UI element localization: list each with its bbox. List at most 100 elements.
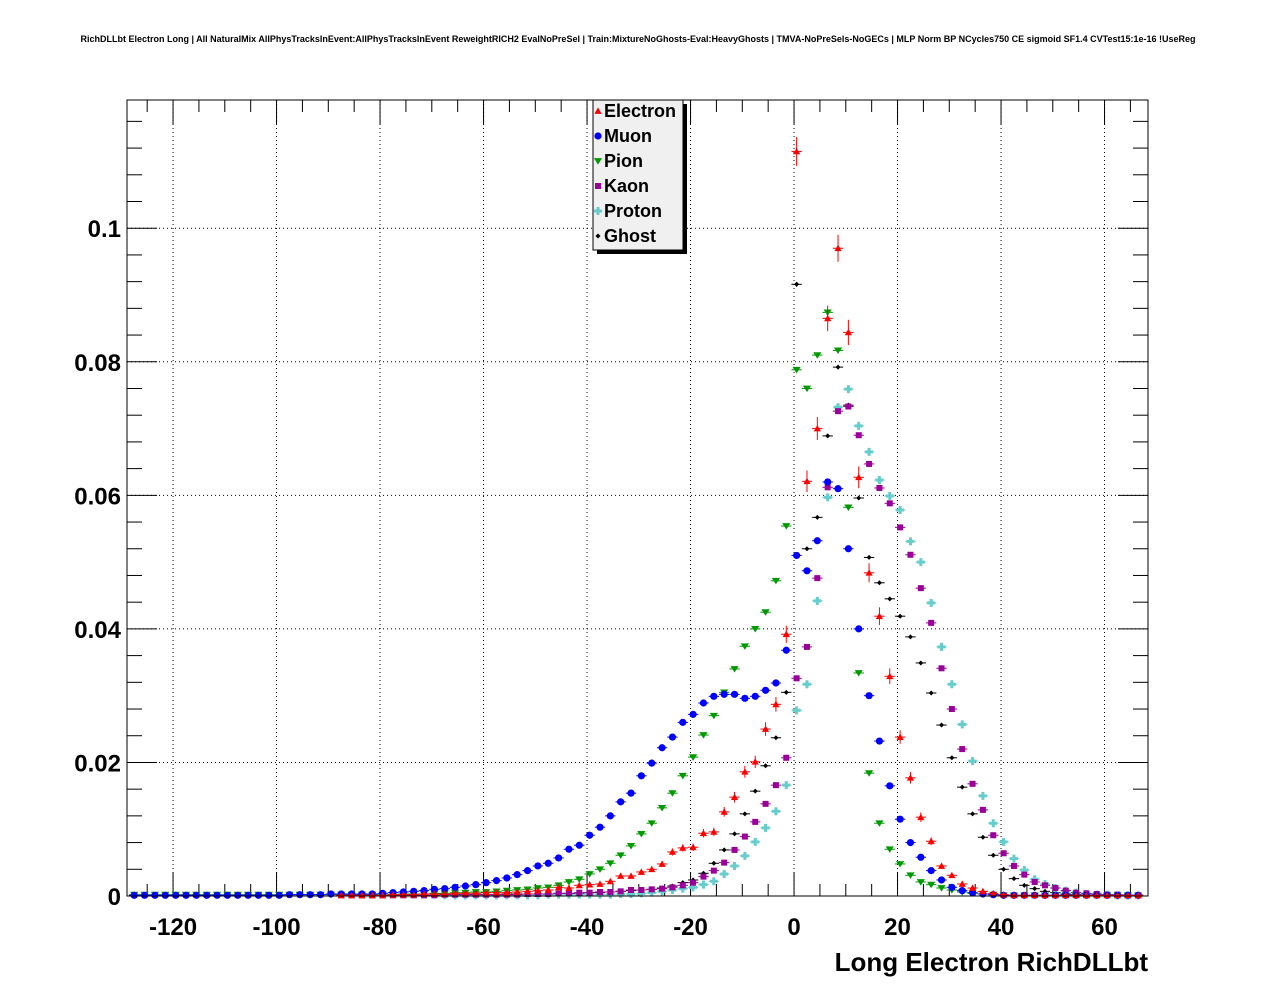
data-point	[555, 890, 562, 897]
y-tick-label: 0.02	[74, 750, 121, 777]
data-point	[721, 847, 727, 853]
grid	[127, 100, 1148, 896]
data-point	[907, 551, 914, 558]
data-point	[690, 879, 697, 886]
data-point	[657, 804, 667, 812]
data-point	[979, 806, 986, 813]
data-point	[596, 880, 604, 887]
legend-entry-muon: Muon	[594, 126, 652, 146]
data-point	[968, 757, 977, 766]
data-point	[627, 789, 635, 797]
legend-marker-icon	[594, 132, 602, 140]
data-point	[740, 643, 749, 650]
data-point	[575, 876, 584, 883]
data-point	[732, 831, 738, 837]
data-point	[1032, 886, 1038, 892]
axis-ticks	[127, 100, 1148, 897]
data-point	[937, 862, 946, 869]
legend-label: Muon	[604, 126, 652, 146]
data-point	[875, 612, 884, 620]
data-point	[885, 846, 894, 853]
data-point	[885, 491, 894, 500]
data-point	[575, 841, 583, 849]
data-point	[223, 891, 231, 899]
data-point	[441, 890, 449, 897]
x-tick-label: -20	[673, 914, 708, 941]
data-point	[472, 881, 480, 889]
data-point	[461, 889, 470, 897]
data-point	[803, 477, 811, 485]
data-point	[949, 755, 955, 761]
data-point	[886, 782, 894, 790]
data-point	[1011, 876, 1017, 882]
series-proton	[439, 385, 1144, 900]
data-point	[824, 484, 831, 491]
data-point	[916, 558, 925, 567]
data-point	[1082, 891, 1091, 899]
data-point	[534, 862, 542, 870]
data-point	[782, 781, 791, 790]
data-point	[679, 882, 686, 889]
data-point	[990, 852, 996, 858]
data-point	[782, 523, 791, 530]
data-point	[958, 887, 966, 895]
data-point	[616, 852, 625, 859]
data-point	[896, 861, 905, 868]
data-point	[762, 800, 769, 807]
data-point	[752, 818, 759, 825]
data-point	[420, 890, 428, 897]
data-point	[814, 575, 821, 582]
data-point	[751, 692, 759, 700]
data-point	[886, 500, 893, 507]
data-point	[834, 403, 843, 412]
data-point	[793, 551, 801, 560]
data-point	[823, 493, 832, 502]
data-point	[678, 772, 687, 780]
data-point	[730, 666, 739, 673]
data-point	[306, 891, 314, 899]
data-point	[327, 890, 335, 898]
data-point	[897, 524, 904, 531]
data-point	[720, 808, 728, 815]
data-point	[741, 833, 748, 840]
data-point	[979, 887, 987, 895]
data-point	[596, 888, 603, 895]
legend-marker-icon	[593, 158, 603, 165]
data-point	[782, 630, 790, 638]
data-point	[813, 596, 822, 605]
data-point	[980, 834, 986, 840]
data-point	[948, 883, 956, 891]
legend-box	[592, 99, 684, 251]
data-point	[337, 891, 345, 899]
data-point	[864, 770, 874, 777]
data-point	[1072, 891, 1080, 899]
data-point	[844, 328, 852, 336]
data-point	[1062, 887, 1069, 894]
legend-entry-pion: Pion	[593, 151, 643, 171]
data-point	[668, 848, 677, 855]
data-point	[927, 598, 936, 607]
data-point	[523, 887, 532, 895]
data-point	[575, 881, 583, 889]
data-point	[700, 873, 707, 880]
data-point	[854, 670, 863, 677]
data-point	[1020, 891, 1028, 899]
data-point	[959, 746, 966, 753]
data-point	[565, 845, 573, 853]
data-point	[492, 877, 501, 885]
data-point	[564, 879, 574, 886]
data-point	[875, 737, 884, 745]
data-point	[835, 408, 842, 415]
data-point	[803, 567, 811, 575]
data-point	[1113, 891, 1122, 899]
data-point	[689, 754, 698, 761]
data-point	[586, 831, 594, 839]
data-point	[937, 642, 946, 651]
data-point	[585, 871, 594, 878]
data-point	[856, 495, 862, 501]
data-point	[430, 885, 438, 893]
data-point	[234, 891, 242, 899]
data-point	[814, 514, 820, 520]
data-point	[503, 889, 511, 896]
